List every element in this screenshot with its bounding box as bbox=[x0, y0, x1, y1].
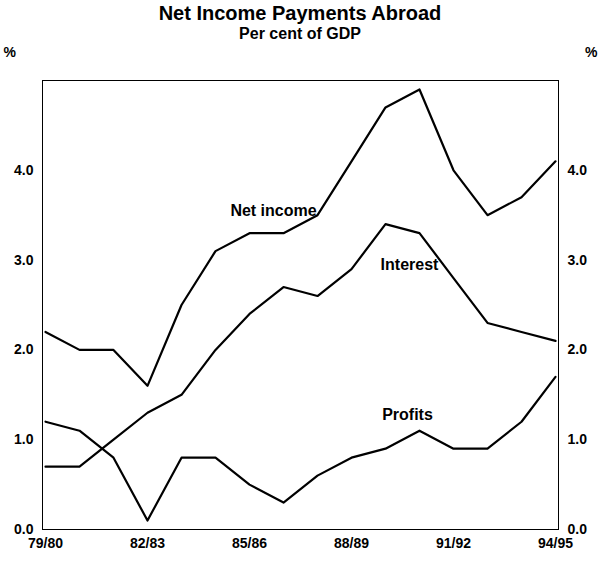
svg-text:Interest: Interest bbox=[381, 256, 439, 273]
svg-text:%: % bbox=[4, 44, 17, 60]
svg-text:85/86: 85/86 bbox=[232, 535, 267, 551]
svg-text:Profits: Profits bbox=[382, 406, 433, 423]
svg-text:82/83: 82/83 bbox=[130, 535, 165, 551]
svg-text:0.0: 0.0 bbox=[14, 521, 34, 537]
svg-text:3.0: 3.0 bbox=[568, 252, 588, 268]
svg-text:2.0: 2.0 bbox=[14, 341, 34, 357]
svg-text:4.0: 4.0 bbox=[14, 162, 34, 178]
html-text:Per cent of GDP: Per cent of GDP bbox=[239, 25, 361, 42]
svg-text:4.0: 4.0 bbox=[568, 162, 588, 178]
svg-text:91/92: 91/92 bbox=[436, 535, 471, 551]
html-text:Net Income Payments Abroad: Net Income Payments Abroad bbox=[158, 2, 442, 24]
svg-text:79/80: 79/80 bbox=[28, 535, 63, 551]
svg-text:Net income: Net income bbox=[230, 202, 316, 219]
svg-text:1.0: 1.0 bbox=[568, 431, 588, 447]
svg-text:3.0: 3.0 bbox=[14, 252, 34, 268]
svg-text:88/89: 88/89 bbox=[334, 535, 369, 551]
svg-text:94/95: 94/95 bbox=[538, 535, 573, 551]
svg-text:1.0: 1.0 bbox=[14, 431, 34, 447]
svg-text:%: % bbox=[585, 44, 598, 60]
svg-text:2.0: 2.0 bbox=[568, 341, 588, 357]
svg-text:0.0: 0.0 bbox=[568, 521, 588, 537]
